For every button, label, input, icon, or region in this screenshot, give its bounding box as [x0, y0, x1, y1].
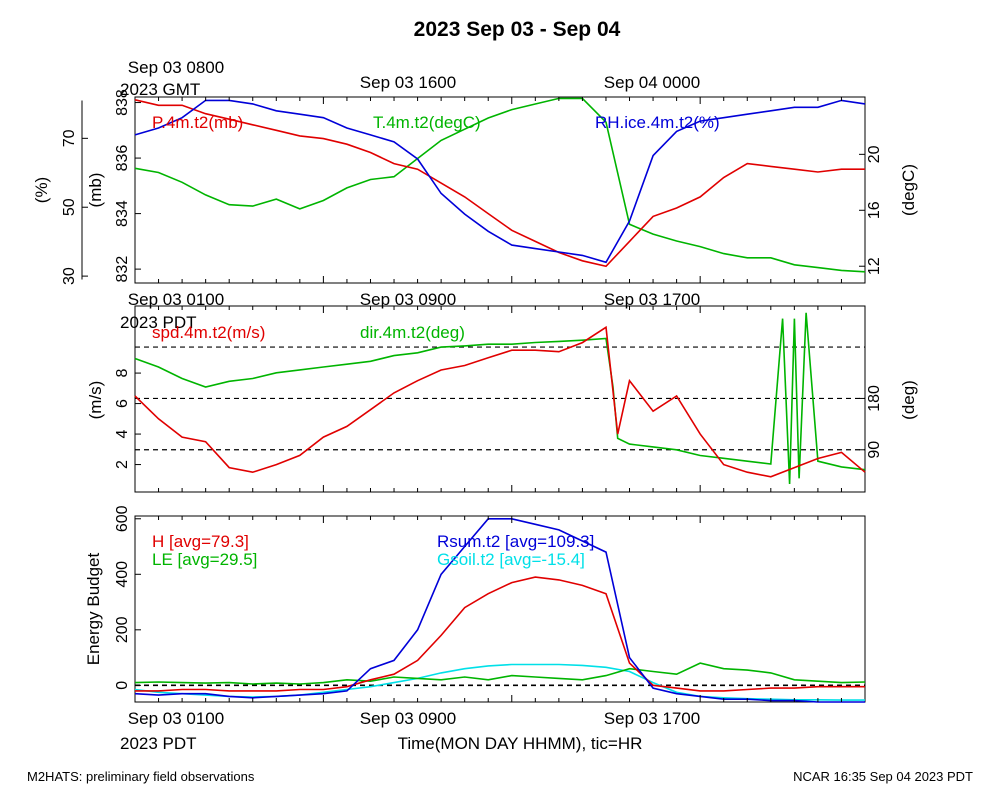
x-axis-label: Time(MON DAY HHMM), tic=HR	[398, 734, 643, 753]
wind-speed-line	[134, 325, 866, 478]
panel-3-series	[134, 517, 866, 703]
degc-axis-tick-label: 20	[866, 145, 883, 163]
sensible-heat-line	[135, 576, 865, 692]
pdt-label-1-lower: Sep 03 0900	[360, 709, 456, 728]
pdt-zone-upper: 2023 PDT	[120, 313, 197, 332]
pdt-label-2-lower: Sep 03 1700	[604, 709, 700, 728]
soil-heat-line	[134, 663, 865, 701]
panel-1-frame	[134, 96, 866, 284]
latent-heat-line	[134, 662, 866, 685]
ms-axis-tick-label: 4	[114, 430, 131, 439]
panel-3-axes: 0 200 400 600	[114, 505, 141, 690]
temperature-line	[134, 97, 866, 273]
legend-latent-heat: LE [avg=29.5]	[152, 550, 257, 569]
legend-wind-speed: spd.4m.t2(m/s)	[152, 323, 265, 342]
mb-axis-tick-label: 838	[114, 89, 131, 116]
energy-axis-tick-label: 400	[114, 561, 131, 588]
percent-axis-tick-label: 50	[61, 198, 78, 216]
legend-soil-heat: Gsoil.t2 [avg=-15.4]	[437, 550, 585, 569]
pdt-label-1-upper: Sep 03 0900	[360, 290, 456, 309]
legend-wind-direction: dir.4m.t2(deg)	[360, 323, 465, 342]
pdt-zone-lower: 2023 PDT	[120, 734, 197, 753]
ms-axis-tick-label: 8	[114, 369, 131, 378]
panel-1-xticks	[158, 97, 842, 283]
mb-axis-tick-label: 836	[114, 145, 131, 172]
pdt-label-2-upper: Sep 03 1700	[604, 290, 700, 309]
wind-direction-line	[134, 312, 866, 485]
panel-1-series	[134, 97, 866, 273]
ms-axis-tick-label: 6	[114, 399, 131, 408]
deg-axis-tick-label: 180	[866, 385, 883, 412]
relative-humidity-line	[134, 99, 866, 264]
axis-label-ms: (m/s)	[86, 381, 105, 420]
legend-relative-humidity: RH.ice.4m.t2(%)	[595, 113, 720, 132]
pdt-label-0-lower: Sep 03 0100	[128, 709, 224, 728]
gmt-label-2: Sep 04 0000	[604, 73, 700, 92]
chart-title: 2023 Sep 03 - Sep 04	[414, 18, 621, 41]
mb-axis-tick-label: 832	[114, 256, 131, 283]
footer-right: NCAR 16:35 Sep 04 2023 PDT	[793, 769, 973, 784]
footer-left: M2HATS: preliminary field observations	[27, 769, 255, 784]
legend-sensible-heat: H [avg=79.3]	[152, 532, 249, 551]
gmt-label-0: Sep 03 0800	[128, 58, 224, 77]
legend-radiation-sum: Rsum.t2 [avg=109.3]	[437, 532, 594, 551]
gmt-zone-label: 2023 GMT	[120, 80, 200, 99]
energy-axis-tick-label: 0	[114, 681, 131, 690]
axis-label-percent: (%)	[32, 177, 51, 203]
mb-axis-tick-label: 834	[114, 200, 131, 227]
ms-axis-tick-label: 2	[114, 460, 131, 469]
percent-axis-tick-label: 30	[61, 267, 78, 285]
legend-temperature: T.4m.t2(degC)	[373, 113, 481, 132]
degc-axis-tick-label: 12	[866, 257, 883, 275]
panel-2-series	[134, 312, 866, 485]
panel-2-axes: 2 4 6 8 90 180	[114, 369, 883, 469]
deg-axis-tick-label: 90	[866, 441, 883, 459]
radiation-sum-line	[134, 517, 865, 703]
axis-label-degc: (degC)	[899, 164, 918, 216]
panel-2-reference-lines	[135, 346, 865, 451]
axis-label-mb: (mb)	[86, 173, 105, 208]
panel-3-xticks	[158, 516, 842, 702]
pdt-label-0-upper: Sep 03 0100	[128, 290, 224, 309]
legend-pressure: P.4m.t2(mb)	[152, 113, 243, 132]
degc-axis-tick-label: 16	[866, 201, 883, 219]
panel-1: 832 834 836 838 30 50 70 12 16 20 P.4m.t2(mb) T.4…	[32, 89, 918, 285]
panel-2-xticks	[158, 306, 842, 492]
gmt-label-1: Sep 03 1600	[360, 73, 456, 92]
energy-axis-tick-label: 600	[114, 505, 131, 532]
axis-label-energy-budget: Energy Budget	[84, 552, 103, 665]
panel-1-axes: 832 834 836 838 30 50 70 12 16 20	[61, 89, 883, 285]
panel-3: 0 200 400 600 H [avg=79.3] LE [avg=29.5] Rs…	[84, 505, 866, 703]
percent-axis-tick-label: 70	[61, 129, 78, 147]
pressure-line	[134, 99, 865, 268]
energy-axis-tick-label: 200	[114, 616, 131, 643]
panel-3-frame	[134, 515, 866, 703]
axis-label-deg: (deg)	[899, 380, 918, 420]
